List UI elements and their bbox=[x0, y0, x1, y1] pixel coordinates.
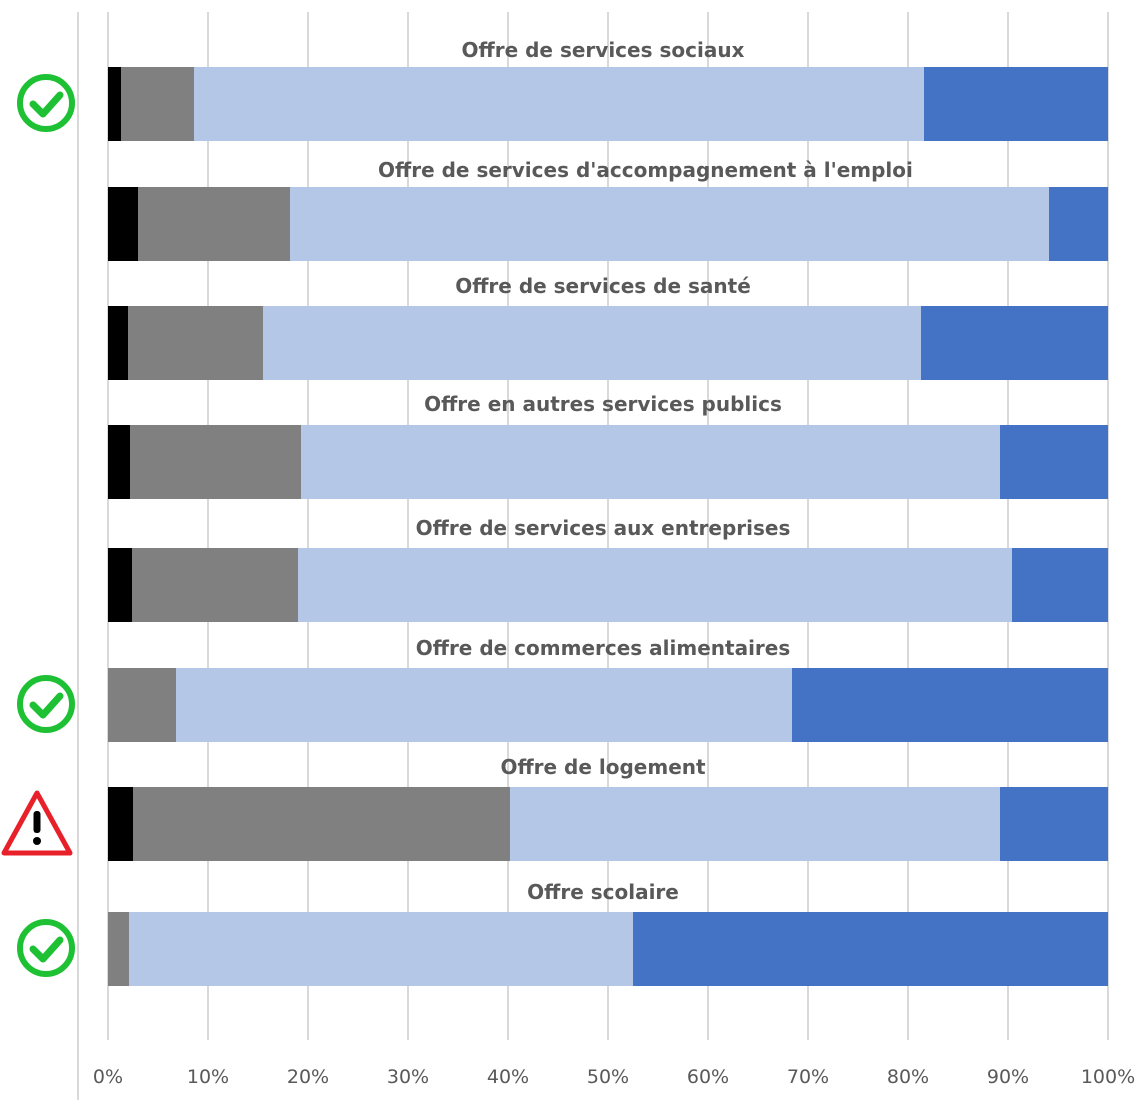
bar-segment bbox=[133, 787, 510, 861]
x-tick-label: 90% bbox=[987, 1066, 1029, 1088]
bar-titles: Offre de services sociaux Offre de servic… bbox=[378, 38, 913, 904]
bar-segment bbox=[108, 548, 132, 622]
x-tick-label: 30% bbox=[387, 1066, 429, 1088]
bar-segment bbox=[132, 548, 298, 622]
warning-icon bbox=[1, 790, 73, 856]
x-tick-label: 100% bbox=[1081, 1066, 1135, 1088]
bar-segment bbox=[130, 425, 301, 499]
bar-segment bbox=[792, 668, 1108, 742]
check-icon bbox=[17, 919, 75, 977]
bar-title: Offre scolaire bbox=[527, 880, 679, 904]
check-icon bbox=[17, 675, 75, 733]
gridlines bbox=[77, 12, 1109, 1100]
bar-segment bbox=[129, 912, 633, 986]
bar-segment bbox=[108, 912, 129, 986]
x-tick-label: 0% bbox=[93, 1066, 123, 1088]
bar-segment bbox=[633, 912, 1108, 986]
bar-segment bbox=[121, 67, 194, 141]
bar-segment bbox=[263, 306, 921, 380]
bar-segment bbox=[1049, 187, 1108, 261]
bar-segment bbox=[290, 187, 1049, 261]
x-axis-ticks: 0% 10% 20% 30% 40% 50% 60% 70% 80% 90% 100% bbox=[93, 1066, 1135, 1088]
bar-title: Offre en autres services publics bbox=[424, 392, 782, 416]
bar-title: Offre de services aux entreprises bbox=[416, 516, 791, 540]
x-tick-label: 60% bbox=[687, 1066, 729, 1088]
bar-segment bbox=[138, 187, 290, 261]
bar-segment bbox=[108, 668, 176, 742]
bar-segment bbox=[176, 668, 792, 742]
bar-segment bbox=[108, 67, 121, 141]
status-icons bbox=[1, 74, 75, 977]
bar-segment bbox=[108, 187, 138, 261]
check-icon bbox=[17, 74, 75, 132]
x-tick-label: 40% bbox=[487, 1066, 529, 1088]
bar-segment bbox=[128, 306, 263, 380]
bar-segment bbox=[194, 67, 924, 141]
x-tick-label: 50% bbox=[587, 1066, 629, 1088]
bar-title: Offre de logement bbox=[500, 755, 706, 779]
bar-title: Offre de services sociaux bbox=[462, 38, 745, 62]
bar-segment bbox=[921, 306, 1108, 380]
bar-segment bbox=[298, 548, 1012, 622]
bar-title: Offre de services de santé bbox=[455, 274, 751, 298]
x-tick-label: 70% bbox=[787, 1066, 829, 1088]
bar-segment bbox=[108, 425, 130, 499]
x-tick-label: 10% bbox=[187, 1066, 229, 1088]
bar-title: Offre de commerces alimentaires bbox=[416, 636, 791, 660]
bars bbox=[108, 67, 1108, 986]
bar-segment bbox=[1000, 425, 1108, 499]
bar-segment bbox=[108, 306, 128, 380]
x-tick-label: 20% bbox=[287, 1066, 329, 1088]
bar-segment bbox=[1012, 548, 1108, 622]
bar-segment bbox=[301, 425, 1000, 499]
bar-segment bbox=[924, 67, 1108, 141]
bar-segment bbox=[1000, 787, 1108, 861]
bar-segment bbox=[108, 787, 133, 861]
x-tick-label: 80% bbox=[887, 1066, 929, 1088]
bar-segment bbox=[510, 787, 1000, 861]
bar-title: Offre de services d'accompagnement à l'e… bbox=[378, 158, 913, 182]
